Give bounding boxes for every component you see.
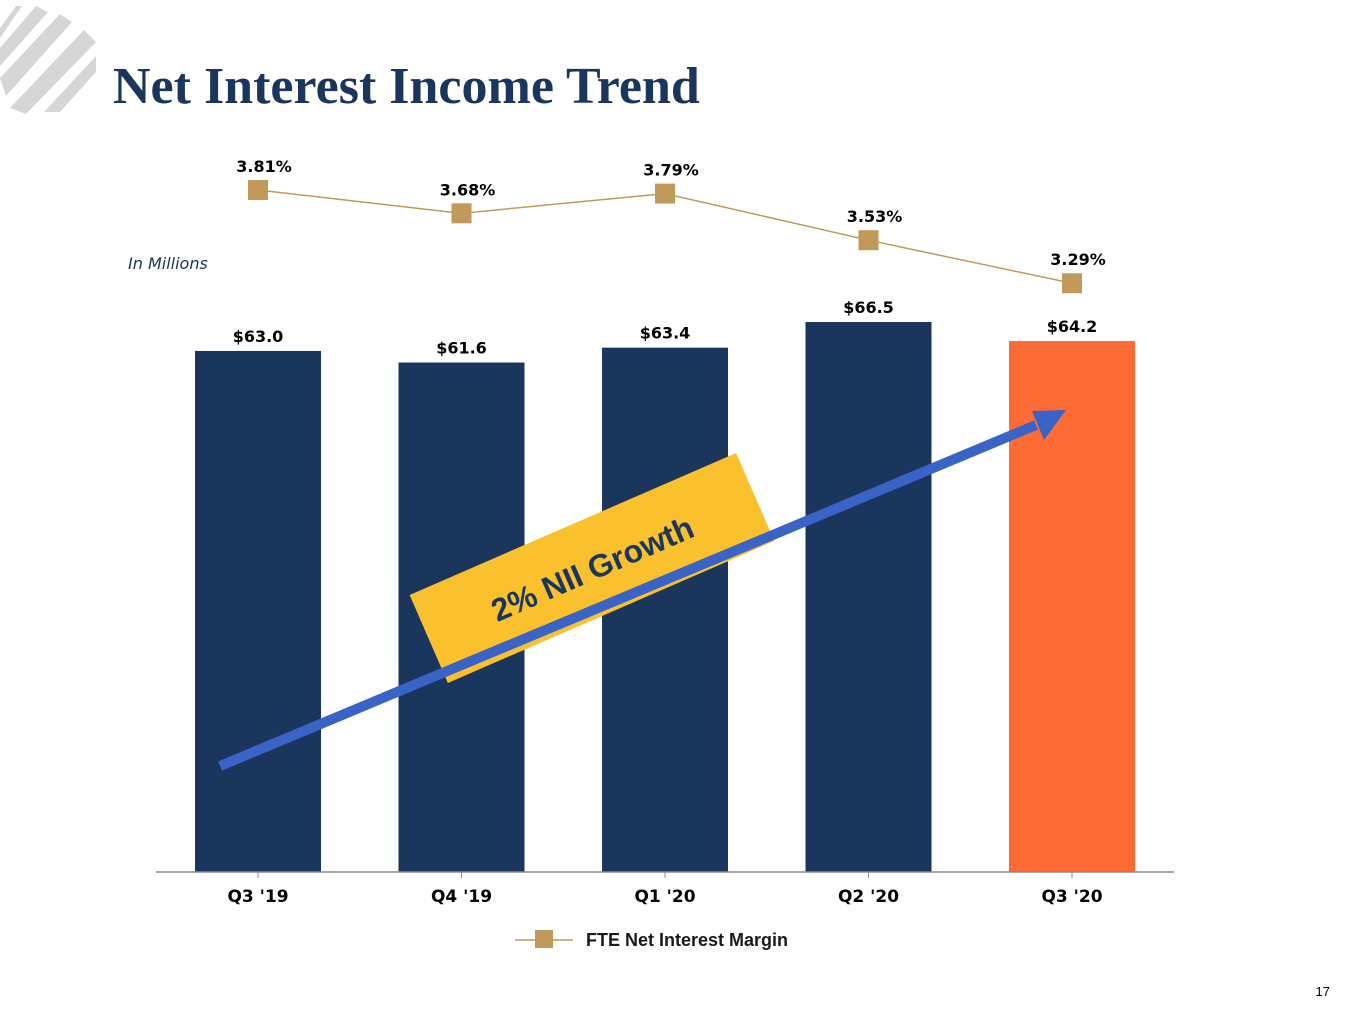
legend: FTE Net Interest Margin: [515, 930, 788, 950]
margin-marker: [451, 203, 472, 224]
margin-marker: [248, 180, 268, 200]
margin-marker: [858, 230, 879, 251]
growth-callout-box: [409, 453, 775, 683]
bar-value-label: $64.2: [1047, 317, 1098, 336]
margin-marker: [655, 183, 675, 204]
bar-value-label: $63.4: [640, 324, 691, 343]
margin-line: [257, 189, 1073, 284]
bar-value-label: $61.6: [436, 339, 487, 358]
margin-value-label: 3.68%: [440, 180, 496, 199]
units-note: In Millions: [128, 254, 208, 273]
bar-value-label: $63.0: [233, 327, 284, 346]
margin-value-label: 3.53%: [847, 207, 903, 226]
bar-4: [1009, 341, 1135, 872]
legend-marker-swatch: [535, 930, 553, 948]
bar-3: [805, 322, 932, 872]
margin-value-label: 3.29%: [1050, 250, 1106, 269]
growth-arrow-shaft: [218, 420, 1038, 771]
x-tick-label: Q4 '19: [431, 887, 492, 907]
bars-group: $63.0 $61.6 $63.4 $66.5 $64.2: [195, 298, 1135, 872]
x-tick-label: Q3 '20: [1041, 887, 1102, 907]
margin-value-label: 3.81%: [236, 157, 292, 176]
company-logo: [0, 6, 96, 114]
margin-value-label: 3.79%: [643, 161, 699, 180]
x-axis: Q3 '19 Q4 '19 Q1 '20 Q2 '20 Q3 '20: [156, 871, 1174, 907]
bar-2: [602, 347, 728, 872]
x-tick-label: Q2 '20: [838, 887, 899, 907]
page-title: Net Interest Income Trend: [113, 58, 700, 115]
legend-label: FTE Net Interest Margin: [586, 930, 788, 950]
slide-number: 17: [1315, 984, 1330, 999]
x-tick-label: Q1 '20: [634, 887, 695, 907]
growth-arrow-head: [1032, 410, 1066, 440]
bar-0: [195, 350, 321, 872]
margin-line-group: 3.81% 3.68% 3.79% 3.53% 3.29%: [236, 157, 1106, 294]
growth-arrow: [218, 410, 1066, 771]
margin-marker: [1062, 273, 1082, 294]
x-tick-label: Q3 '19: [227, 887, 288, 907]
bar-value-label: $66.5: [843, 298, 894, 317]
